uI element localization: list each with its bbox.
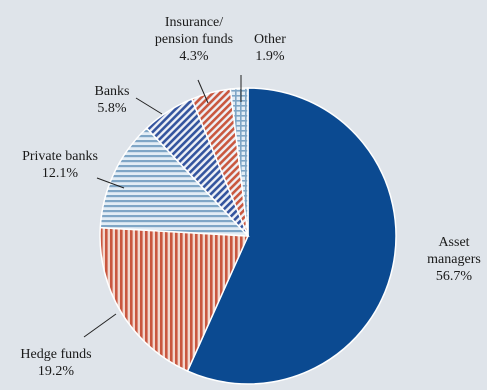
pie-slice-other: [229, 87, 249, 237]
pie-slice-asset-managers: [186, 87, 397, 385]
leader-line-insurance-pension-funds: [197, 79, 209, 104]
pie-slice-private-banks: [99, 127, 250, 237]
slice-label-private-banks: Private banks 12.1%: [22, 149, 98, 181]
leader-line-private-banks: [96, 177, 125, 189]
slices-layer: [99, 87, 397, 385]
leader-line-banks: [135, 97, 163, 115]
slice-label-other: Other 1.9%: [254, 32, 286, 64]
slice-label-hedge-funds: Hedge funds 19.2%: [20, 347, 91, 379]
slice-label-insurance-pension-funds: Insurance/pension funds 4.3%: [155, 15, 233, 64]
slice-label-banks: Banks 5.8%: [95, 84, 130, 116]
leader-line-hedge-funds: [83, 313, 117, 338]
pie-slice-hedge-funds: [99, 226, 250, 373]
slice-labels: Asset managers 56.7% Hedge funds 19.2% Privat…: [20, 15, 480, 379]
leader-lines: [83, 75, 242, 338]
slice-label-asset-managers: Asset managers 56.7%: [427, 235, 481, 284]
